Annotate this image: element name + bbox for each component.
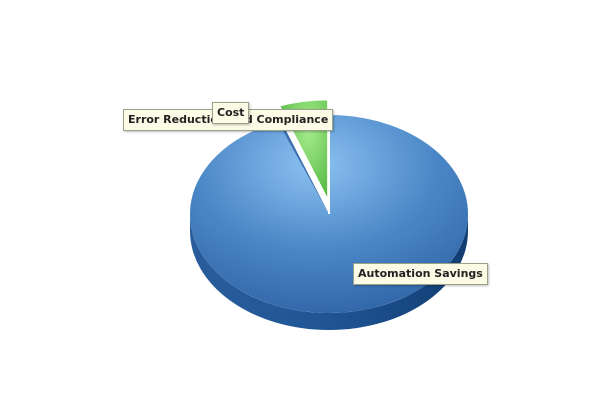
pie-slice-side <box>190 214 468 330</box>
data-label-cost: Cost <box>212 102 250 124</box>
data-label-automation-savings: Automation Savings <box>353 263 488 285</box>
pie-slice-cost <box>277 121 329 214</box>
